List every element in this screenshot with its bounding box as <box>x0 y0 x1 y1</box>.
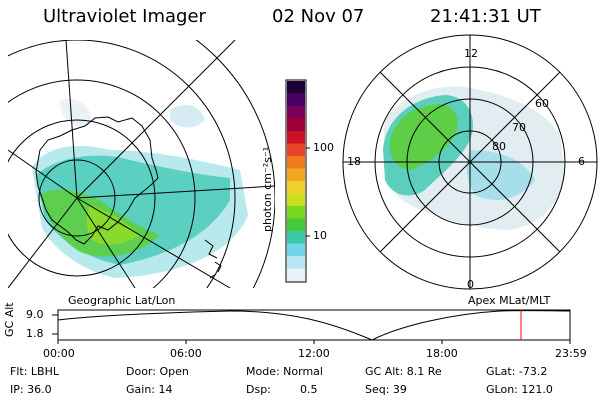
mlt-label-0: 0 <box>467 278 474 291</box>
mlat-label-60: 60 <box>535 97 549 110</box>
timeline-ymin: 1.8 <box>26 327 44 340</box>
status-filter: Flt: LBHL <box>10 365 59 378</box>
status-seq: Seq: 39 <box>365 383 407 396</box>
time-tick-1200: 12:00 <box>298 347 330 360</box>
colorbar-band <box>287 206 305 219</box>
left-aurora-image <box>32 99 248 278</box>
mlat-label-80: 80 <box>492 140 506 153</box>
colorbar-band <box>287 231 305 244</box>
left-panel-caption: Geographic Lat/Lon <box>68 294 176 307</box>
colorbar-band <box>287 168 305 182</box>
time-tick-1800: 18:00 <box>426 347 458 360</box>
mlt-label-12: 12 <box>464 47 478 60</box>
timeline-ymax: 9.0 <box>26 308 44 321</box>
timeline-ylabel: GC Alt <box>3 302 16 337</box>
continent-outline <box>35 116 159 245</box>
geographic-map <box>8 40 275 288</box>
colorbar-tick-100: 100 <box>313 141 334 154</box>
status-gain: Gain: 14 <box>126 383 173 396</box>
colorbar-band <box>287 81 305 94</box>
time-ticks <box>57 340 571 344</box>
colorbar-band <box>287 256 305 269</box>
status-ip: IP: 36.0 <box>10 383 52 396</box>
instrument-title: Ultraviolet Imager <box>43 6 206 27</box>
time-label: 21:41:31 UT <box>430 6 541 27</box>
altitude-curve <box>57 310 571 341</box>
colorbar-band <box>287 156 305 169</box>
time-tick-2359: 23:59 <box>555 347 587 360</box>
right-panel-caption: Apex MLat/MLT <box>468 294 551 307</box>
meridians <box>8 40 275 288</box>
status-glon: GLon: 121.0 <box>486 383 553 396</box>
colorbar-band <box>287 106 305 119</box>
orbit-altitude-plot <box>52 309 571 344</box>
apex-map <box>342 34 598 290</box>
colorbar <box>285 79 310 283</box>
status-dsp-label: Dsp: <box>246 383 271 396</box>
mlt-lines <box>343 35 597 289</box>
colorbar-band <box>287 118 305 132</box>
date-label: 02 Nov 07 <box>272 6 365 27</box>
status-glat: GLat: -73.2 <box>486 365 548 378</box>
mlat-label-70: 70 <box>512 121 526 134</box>
colorbar-band <box>287 243 305 257</box>
status-door: Door: Open <box>126 365 189 378</box>
latitude-circles <box>8 40 275 288</box>
status-dsp-value: 0.5 <box>300 383 318 396</box>
colorbar-tick-10: 10 <box>313 229 327 242</box>
colorbar-band <box>287 218 305 232</box>
colorbar-band <box>287 268 305 282</box>
status-mode: Mode: Normal <box>246 365 323 378</box>
colorbar-unit-label: photon cm⁻²s⁻¹ <box>261 146 274 232</box>
status-gc-alt: GC Alt: 8.1 Re <box>365 365 442 378</box>
time-tick-0000: 00:00 <box>43 347 75 360</box>
colorbar-band <box>287 181 305 194</box>
mlt-label-18: 18 <box>347 155 361 168</box>
colorbar-band <box>287 93 305 107</box>
island-outline <box>204 239 222 279</box>
colorbar-band <box>287 143 305 157</box>
time-tick-0600: 06:00 <box>170 347 202 360</box>
colorbar-band <box>287 193 305 207</box>
mlt-label-6: 6 <box>578 155 585 168</box>
colorbar-band <box>287 131 305 144</box>
